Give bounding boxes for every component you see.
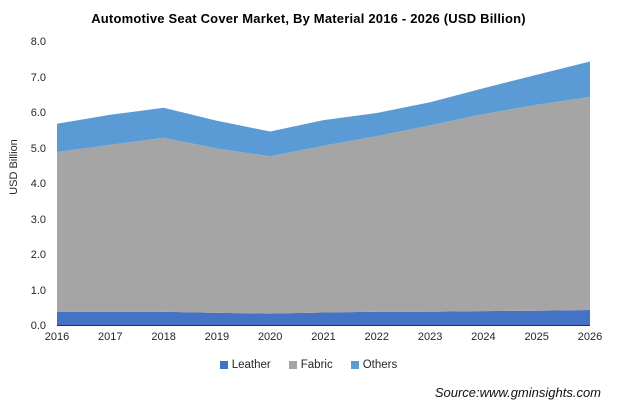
source-note: Source:www.gminsights.com [434,385,601,400]
legend-item-fabric: Fabric [288,359,333,371]
x-tick-label: 2023 [417,331,443,343]
y-tick-label: 0.0 [30,320,46,332]
y-tick-label: 1.0 [30,284,46,297]
x-tick-label: 2024 [471,331,496,343]
area-series-others [57,61,590,157]
x-tick-label: 2022 [364,331,390,343]
x-tick-label: 2025 [524,331,549,343]
y-tick-label: 4.0 [30,178,46,190]
legend-label: Others [362,359,398,371]
y-axis-title: USD Billion [8,139,20,195]
area-series-leather [57,310,590,326]
legend-swatch-icon [350,361,359,369]
area-series-fabric [57,97,590,314]
legend-swatch-icon [219,361,228,369]
legend-swatch-icon [288,361,297,369]
y-tick-label: 2.0 [30,249,46,261]
x-tick-label: 2016 [44,331,70,343]
y-tick-label: 3.0 [30,213,46,226]
x-tick-label: 2020 [257,331,283,343]
chart-title: Automotive Seat Cover Market, By Materia… [91,11,526,26]
chart-legend: Leather Fabric Others [0,359,617,371]
y-tick-label: 5.0 [30,142,46,155]
y-tick-label: 7.0 [30,71,46,84]
legend-label: Fabric [300,359,333,371]
y-tick-label: 8.0 [30,36,46,48]
stacked-area-chart [57,61,590,326]
x-tick-label: 2026 [577,331,603,343]
legend-item-others: Others [350,359,398,371]
y-tick-label: 6.0 [30,107,46,119]
x-tick-label: 2021 [311,331,336,343]
x-tick-label: 2018 [151,331,176,343]
legend-item-leather: Leather [219,359,271,371]
legend-label: Leather [231,359,271,371]
x-tick-label: 2019 [204,331,230,343]
x-tick-label: 2017 [98,331,123,343]
